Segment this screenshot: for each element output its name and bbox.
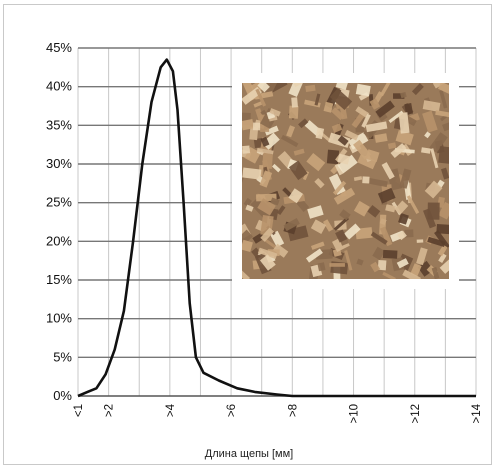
x-tick-label: >14	[471, 403, 483, 423]
x-tick-label: >10	[349, 404, 361, 424]
x-tick-label: >6	[226, 404, 238, 417]
y-tick-label: 0%	[53, 388, 72, 403]
x-tick-label: <1	[73, 404, 85, 417]
x-tick-label: >8	[287, 404, 299, 417]
y-tick-label: 20%	[46, 233, 72, 248]
x-tick-label: >2	[104, 404, 116, 417]
y-tick-label: 25%	[46, 195, 72, 210]
chart-frame: 0% 5% 10% 15% 20% 25% 30% 35% 40% 45% <1 >2 >4 >6 >8 >…	[3, 4, 492, 465]
distribution-curve	[77, 58, 476, 398]
y-tick-label: 35%	[46, 117, 72, 132]
y-tick-label: 5%	[53, 349, 72, 364]
y-tick-label: 30%	[46, 156, 72, 171]
y-tick-label: 45%	[46, 40, 72, 55]
x-axis-tick-labels: <1 >2 >4 >6 >8 >10 >12 >14	[73, 403, 483, 423]
series-layer	[77, 58, 476, 398]
y-tick-label: 15%	[46, 272, 72, 287]
x-tick-label: >12	[410, 404, 422, 424]
wood-chip-texture	[242, 83, 449, 279]
inset-photo	[232, 73, 459, 289]
x-tick-label: >4	[165, 403, 177, 417]
y-tick-label: 40%	[46, 79, 72, 94]
y-tick-label: 10%	[46, 311, 72, 326]
chart: 0% 5% 10% 15% 20% 25% 30% 35% 40% 45% <1 >2 >4 >6 >8 >…	[46, 40, 483, 460]
x-axis-label: Длина щепы [мм]	[205, 448, 293, 460]
y-axis-tick-labels: 0% 5% 10% 15% 20% 25% 30% 35% 40% 45%	[46, 40, 72, 403]
